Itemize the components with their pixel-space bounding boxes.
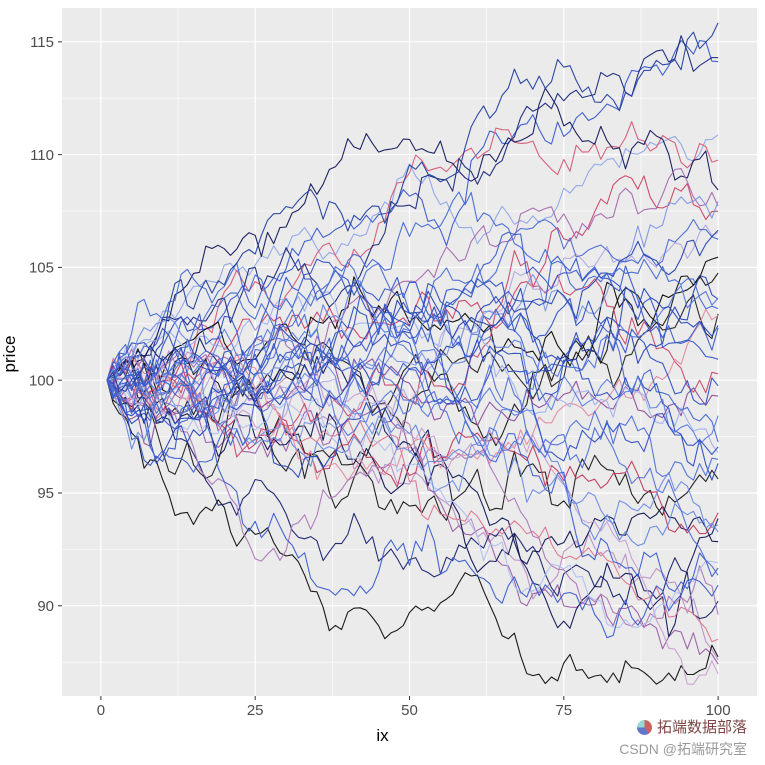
price-path-line — [106, 337, 719, 593]
price-path-line — [106, 328, 719, 576]
watermark-brand-text: 拓端数据部落 — [656, 718, 747, 736]
price-path-line — [106, 258, 719, 462]
x-tick-label: 75 — [555, 702, 572, 719]
y-tick-label: 110 — [30, 147, 54, 164]
price-path-line — [106, 366, 719, 639]
x-tick-label: 50 — [401, 702, 418, 719]
price-path-line — [106, 231, 719, 418]
x-tick-label: 100 — [706, 702, 731, 719]
price-path-line — [106, 317, 719, 533]
price-path-line — [106, 306, 719, 481]
watermark-csdn-text: CSDN @拓端研究室 — [619, 740, 747, 757]
y-tick-label: 100 — [29, 372, 54, 389]
x-tick-label: 25 — [247, 702, 264, 719]
y-tick-label: 90 — [37, 598, 54, 615]
price-path-line — [106, 224, 719, 420]
price-path-line — [106, 279, 719, 405]
x-tick-label: 0 — [97, 702, 105, 719]
price-path-line — [106, 39, 719, 422]
price-path-line — [106, 380, 719, 685]
price-path-line — [106, 168, 719, 384]
y-axis-title: price — [0, 335, 19, 373]
watermark: 拓端数据部落 CSDN @拓端研究室 — [619, 717, 747, 759]
price-path-line — [107, 191, 719, 382]
price-path-line — [106, 291, 719, 453]
brand-logo-icon — [636, 720, 652, 736]
price-path-line — [106, 121, 719, 397]
x-axis-title: ix — [376, 726, 389, 745]
price-path-line — [106, 280, 719, 445]
price-path-line — [106, 358, 719, 620]
y-tick-label: 95 — [37, 485, 54, 502]
price-path-line — [106, 353, 719, 629]
price-path-line — [106, 362, 719, 685]
price-path-line — [106, 256, 719, 391]
y-tick-label: 115 — [30, 34, 54, 51]
price-path-line — [106, 22, 719, 393]
price-path-line — [106, 379, 719, 573]
price-path-line — [106, 87, 719, 381]
y-tick-label: 105 — [29, 260, 54, 277]
price-path-line — [106, 350, 719, 661]
price-path-line — [106, 134, 719, 381]
watermark-brand: 拓端数据部落 — [619, 717, 747, 739]
price-path-line — [106, 286, 719, 478]
price-path-line — [106, 275, 719, 464]
price-path-line — [106, 285, 719, 437]
price-path-line — [106, 35, 719, 381]
